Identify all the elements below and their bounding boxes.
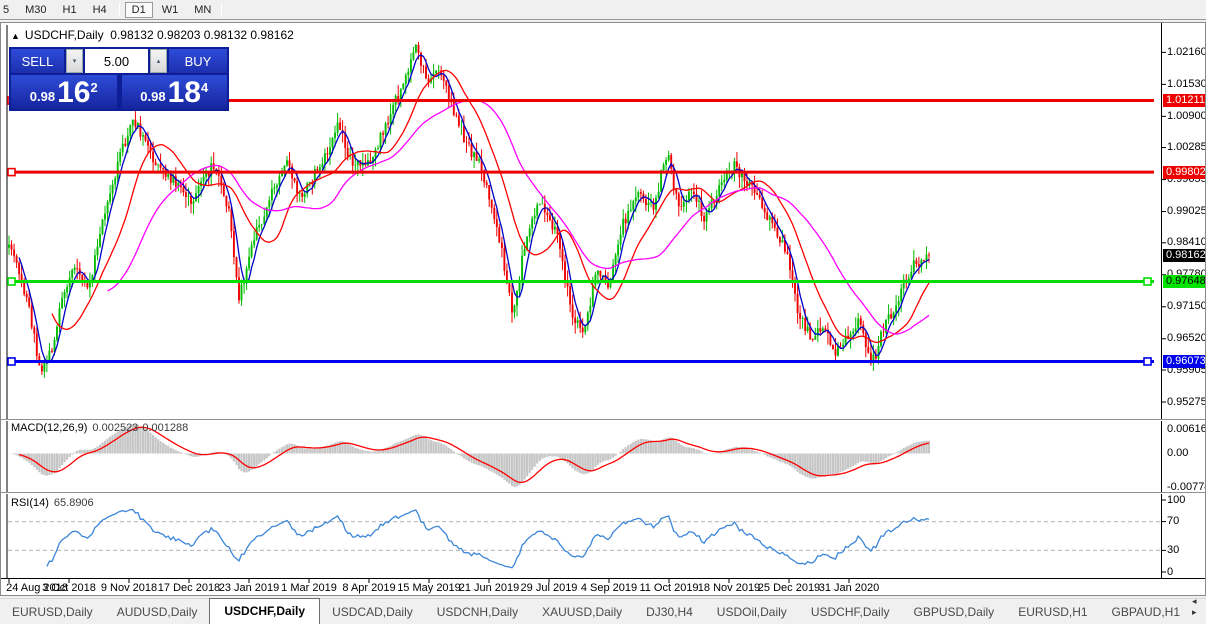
date-tick-9-Nov-2018: 9 Nov 2018 (100, 582, 158, 594)
collapse-triangle-icon[interactable]: ▲ (11, 31, 20, 41)
chart-canvas[interactable] (1, 23, 1206, 596)
toolbar-separator (118, 2, 120, 17)
timeframe-toolbar: 5 M30 H1 H4 D1 W1 MN (0, 0, 1206, 20)
symbol-label: USDCHF,Daily (24, 28, 104, 42)
price-tick-0.99025: 0.99025 (1167, 205, 1206, 218)
timeframe-button-D1[interactable]: D1 (124, 1, 153, 18)
buy-price-small: 0.98 (140, 89, 166, 104)
tab-scroll-arrows[interactable]: ◂ ▸ (1192, 596, 1201, 617)
timeframe-button-MN[interactable]: MN (194, 3, 212, 16)
date-tick-25-Dec-2019: 25 Dec 2019 (757, 582, 821, 594)
price-tick-1.00900: 1.00900 (1167, 109, 1206, 122)
sell-price-tile[interactable]: 0.98 16 2 (11, 75, 117, 109)
tab-gbpusd-daily[interactable]: GBPUSD,Daily (913, 605, 995, 619)
date-tick-15-May-2019: 15 May 2019 (397, 582, 461, 594)
price-tick-0.95275: 0.95275 (1167, 395, 1206, 408)
date-tick-8-Apr-2019: 8 Apr 2019 (342, 582, 396, 594)
price-badge-0.97648: 0.97648 (1163, 274, 1205, 288)
price-tick-1.00285: 1.00285 (1167, 141, 1206, 154)
tab-gbpaud-h1[interactable]: GBPAUD,H1 (1111, 605, 1181, 619)
date-tick-18-Nov-2019: 18 Nov 2019 (697, 582, 761, 594)
tab-xauusd-daily[interactable]: XAUUSD,Daily (542, 605, 623, 619)
date-tick-21-Jun-2019: 21 Jun 2019 (458, 582, 520, 594)
buy-price-tile[interactable]: 0.98 18 4 (121, 75, 227, 109)
date-tick-29-Jul-2019: 29 Jul 2019 (520, 582, 578, 594)
timeframe-button-H4[interactable]: H4 (92, 3, 107, 16)
timeframe-button-M30[interactable]: M30 (25, 3, 47, 16)
rsi-axis-0: 0 (1167, 565, 1174, 578)
rsi-axis-70: 70 (1167, 515, 1180, 528)
sell-button[interactable]: SELL (11, 49, 64, 73)
tab-eurusd-h1[interactable]: EURUSD,H1 (1018, 605, 1088, 619)
date-tick-4-Sep-2019: 4 Sep 2019 (580, 582, 638, 594)
buy-button[interactable]: BUY (169, 49, 227, 73)
date-tick-1-Mar-2019: 1 Mar 2019 (281, 582, 337, 594)
chart-tab-bar: EURUSD,Daily AUDUSD,Daily USDCHF,Daily USDC… (0, 596, 1206, 624)
price-tick-0.96520: 0.96520 (1167, 332, 1206, 345)
price-tick-1.01530: 1.01530 (1167, 77, 1206, 90)
chart-title: ▲ USDCHF,Daily 0.98132 0.98203 0.98132 0.… (11, 28, 294, 42)
sell-price-sup: 2 (90, 80, 98, 95)
rsi-indicator-label: RSI(14) 65.8906 (11, 497, 94, 509)
macd-value: 0.002523 (92, 422, 139, 434)
tab-usdcad-daily[interactable]: USDCAD,Daily (332, 605, 413, 619)
date-tick-24-Aug-2018: 24 Aug 2018 (6, 582, 68, 594)
timeframe-button-H1[interactable]: H1 (62, 3, 77, 16)
date-tick-11-Oct-2019: 11 Oct 2019 (639, 582, 699, 594)
sell-price-big: 16 (57, 76, 91, 109)
price-tick-0.98410: 0.98410 (1167, 236, 1206, 249)
price-badge-0.96073: 0.96073 (1163, 354, 1205, 368)
volume-decrease-button[interactable]: ▾ (66, 49, 83, 73)
sell-price-small: 0.98 (29, 89, 56, 104)
toolbar-separator (221, 2, 223, 17)
date-tick-3-Oct-2018: 3 Oct 2018 (42, 582, 96, 594)
ohlc-values: 0.98132 0.98203 0.98132 0.98162 (110, 28, 294, 42)
timeframe-button-W1[interactable]: W1 (161, 3, 179, 16)
tab-usdchf-daily[interactable]: USDCHF,Daily (810, 605, 890, 619)
macd-axis-zero: 0.00 (1167, 447, 1189, 460)
price-badge-1.01211: 1.01211 (1163, 94, 1205, 108)
rsi-value: 65.8906 (53, 497, 94, 509)
chart-window: ▲ USDCHF,Daily 0.98132 0.98203 0.98132 0.… (0, 22, 1206, 596)
buy-price-sup: 4 (200, 80, 209, 95)
macd-axis-max: 0.006166 (1167, 423, 1205, 435)
macd-axis-min: -0.00774 (1167, 481, 1205, 493)
macd-signal-value: 0.001288 (142, 422, 189, 434)
macd-name: MACD(12,26,9) (11, 422, 88, 434)
rsi-axis-100: 100 (1167, 493, 1186, 506)
tab-dj30-h4[interactable]: DJ30,H4 (646, 605, 693, 619)
one-click-trade-panel: SELL ▾ 5.00 ▴ BUY 0.98 16 2 0.98 18 4 (9, 47, 229, 111)
price-tick-1.02160: 1.02160 (1167, 45, 1206, 58)
price-tick-0.97150: 0.97150 (1167, 300, 1206, 313)
date-tick-17-Dec-2018: 17 Dec 2018 (157, 582, 221, 594)
rsi-name: RSI(14) (11, 497, 49, 509)
buy-price-big: 18 (167, 76, 201, 109)
macd-indicator-label: MACD(12,26,9) 0.002523 0.001288 (11, 422, 188, 434)
tab-usdchf-daily[interactable]: USDCHF,Daily (209, 598, 321, 624)
rsi-axis-30: 30 (1167, 543, 1180, 556)
tab-audusd-daily[interactable]: AUDUSD,Daily (116, 605, 198, 619)
date-tick-23-Jan-2019: 23 Jan 2019 (218, 582, 280, 594)
volume-increase-button[interactable]: ▴ (150, 49, 167, 73)
price-badge-0.98162: 0.98162 (1163, 248, 1205, 262)
price-badge-0.99802: 0.99802 (1163, 165, 1205, 179)
tab-usdcnh-daily[interactable]: USDCNH,Daily (436, 605, 519, 619)
tab-eurusd-daily[interactable]: EURUSD,Daily (12, 605, 93, 619)
date-tick-31-Jan-2020: 31 Jan 2020 (818, 582, 880, 594)
tab-usdoil-daily[interactable]: USDOil,Daily (716, 605, 787, 619)
timeframe-button-5[interactable]: 5 (3, 3, 10, 16)
volume-input[interactable]: 5.00 (85, 49, 148, 73)
